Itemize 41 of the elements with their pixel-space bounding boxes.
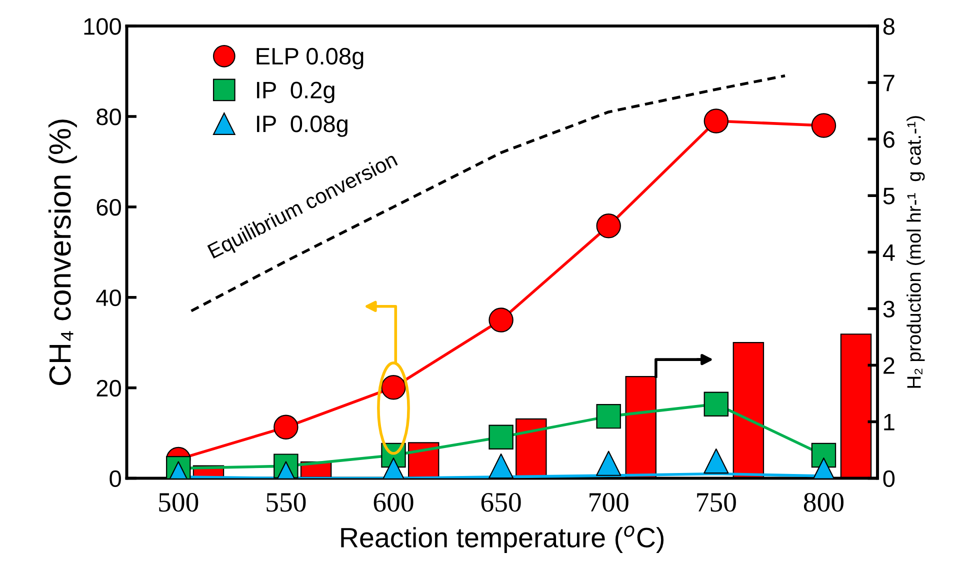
y2-tick-label: 2 — [884, 357, 894, 374]
y2-tick-label: 5 — [883, 188, 894, 204]
y2-axis-title: H₂ production (mol hr-¹ g cat.-¹) — [906, 116, 925, 388]
y2-tick-label: 0 — [883, 470, 895, 488]
point — [704, 392, 729, 416]
x-tick-label: 600 — [374, 492, 414, 512]
y2-tick-label: 1 — [884, 414, 894, 430]
point — [596, 214, 621, 238]
y2-tick-label: 6 — [884, 131, 894, 148]
y2-tick-label: 8 — [883, 18, 894, 35]
legend-label: IP 0.08g — [257, 116, 348, 137]
point — [488, 453, 514, 478]
legend-label: ELP 0.08g — [256, 48, 364, 70]
line-series — [190, 74, 786, 312]
y-axis-title: CH₄ conversion (%) — [48, 120, 77, 386]
point — [811, 113, 836, 138]
x-tick-label: 800 — [804, 492, 844, 512]
y-tick-label: 60 — [96, 199, 121, 216]
legend-label: IP 0.2g — [257, 82, 334, 104]
point — [596, 404, 621, 429]
point — [274, 414, 298, 440]
x-axis-title: Reaction temperature ($^{o}$C) — [341, 526, 664, 553]
y-tick-label: 20 — [96, 380, 121, 397]
point — [381, 375, 406, 400]
y-tick-label: 40 — [96, 289, 121, 306]
x-tick-label: 500 — [159, 492, 198, 512]
y2-tick-label: 7 — [884, 74, 894, 92]
point — [488, 424, 514, 450]
x-tick-label: 650 — [481, 492, 521, 512]
point — [596, 450, 622, 476]
y-tick-label: 0 — [110, 470, 121, 488]
point — [488, 308, 514, 332]
y2-tick-label: 3 — [883, 300, 894, 318]
y2-tick-label: 4 — [882, 244, 895, 261]
x-tick-label: 550 — [266, 492, 306, 512]
y-tick-label: 100 — [84, 18, 121, 35]
point — [704, 448, 729, 474]
point — [704, 108, 729, 134]
y-tick-label: 80 — [96, 108, 121, 126]
x-tick-label: 750 — [697, 492, 736, 512]
x-tick-label: 700 — [590, 492, 628, 512]
